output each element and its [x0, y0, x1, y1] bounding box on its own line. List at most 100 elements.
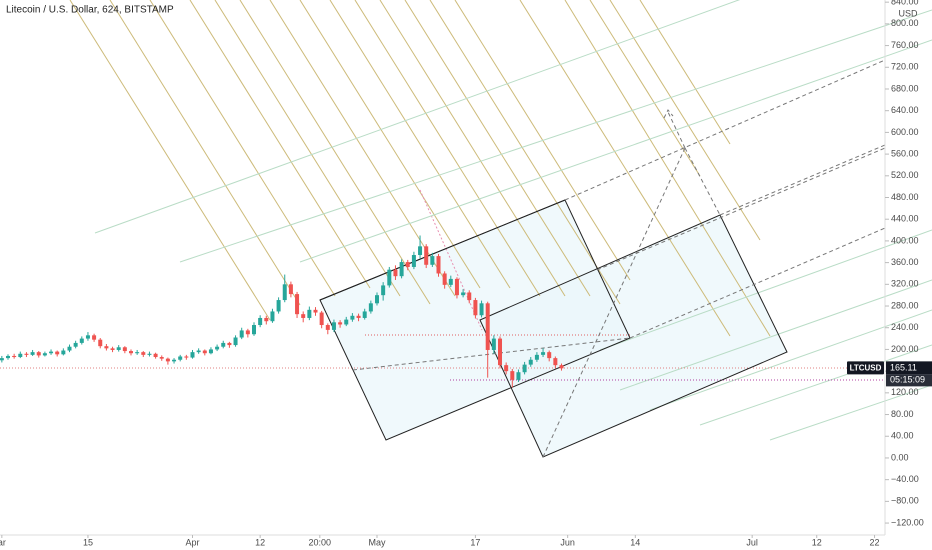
candle-body [104, 346, 109, 349]
candle-body [319, 312, 324, 326]
candle-body [344, 319, 349, 325]
y-tick-label: 560.00 [891, 148, 919, 158]
y-tick-label: 80.00 [891, 409, 914, 419]
candle-body [184, 356, 189, 358]
candle-body [172, 359, 177, 362]
candle-body [307, 309, 312, 318]
candle-body [208, 349, 213, 354]
y-tick-label: 480.00 [891, 192, 919, 202]
candle-body [350, 315, 355, 320]
candle-body [258, 317, 263, 326]
candle-body [473, 300, 478, 316]
x-tick-label: May [368, 537, 386, 547]
candle-body [42, 353, 47, 356]
candle-body [92, 335, 97, 340]
y-tick-label: 240.00 [891, 322, 919, 332]
candle-body [18, 353, 23, 358]
candle-body [85, 335, 90, 339]
chart-title: Litecoin / U.S. Dollar, 624, BITSTAMP [6, 5, 174, 16]
candle-body [559, 365, 564, 369]
x-tick-label: ar [0, 537, 6, 547]
box-fill [480, 215, 787, 457]
x-tick-label: 20:00 [309, 537, 332, 547]
candle-body [264, 317, 269, 322]
countdown-bg [886, 374, 932, 387]
y-tick-label: 200.00 [891, 344, 919, 354]
candle-body [190, 352, 195, 358]
y-tick-label: 360.00 [891, 257, 919, 267]
candle-body [67, 346, 72, 351]
candle-body [467, 292, 472, 301]
y-tick-label: 600.00 [891, 127, 919, 137]
x-tick-label: 15 [83, 537, 93, 547]
candle-body [178, 356, 183, 360]
y-tick-label: −120.00 [891, 517, 924, 527]
candle-body [381, 285, 386, 296]
drawings [0, 0, 932, 458]
price-tag: 165.11 [890, 363, 917, 373]
x-tick-label: 14 [630, 537, 640, 547]
y-tick-label: 440.00 [891, 214, 919, 224]
candle-body [424, 246, 429, 265]
candle-body [436, 256, 441, 274]
y-tick-label: 680.00 [891, 83, 919, 93]
candle-body [55, 351, 60, 355]
y-tick-label: 320.00 [891, 279, 919, 289]
candle-body [454, 278, 459, 296]
candle-body [251, 325, 256, 335]
candle-body [522, 364, 527, 373]
candle-body [30, 352, 35, 355]
candle-body [362, 311, 367, 318]
fib-lines [69, 0, 771, 337]
candle-body [485, 303, 490, 350]
candle-body [430, 256, 435, 265]
candle-body [135, 352, 140, 354]
candle-body [356, 315, 361, 318]
candle-body [338, 322, 343, 325]
x-tick-label: Jun [560, 537, 575, 547]
candle-body [393, 269, 398, 277]
y-tick-label: 400.00 [891, 235, 919, 245]
y-tick-label: 120.00 [891, 387, 919, 397]
candle-body [405, 262, 410, 267]
y-tick-label: 640.00 [891, 105, 919, 115]
y-tick-label: 760.00 [891, 40, 919, 50]
candle-body [239, 330, 244, 338]
y-tick-label: −80.00 [891, 496, 919, 506]
x-tick-label: 22 [870, 537, 880, 547]
candle-body [461, 292, 466, 296]
candle-body [547, 352, 552, 359]
countdown: 05:15:09 [890, 375, 925, 385]
candle-body [98, 339, 103, 347]
candle-body [122, 347, 127, 352]
candle-body [221, 342, 226, 347]
x-tick-label: 17 [470, 537, 480, 547]
candle-body [510, 371, 515, 380]
candle-body [331, 322, 336, 330]
candle-body [196, 350, 201, 353]
x-tick-label: Apr [185, 537, 199, 547]
candle-body [245, 330, 250, 335]
y-tick-label: −40.00 [891, 474, 919, 484]
y-tick-label: 520.00 [891, 170, 919, 180]
price-tag-bg [886, 361, 932, 375]
candle-body [516, 372, 521, 380]
candle-body [498, 338, 503, 366]
box-fill [320, 200, 630, 440]
candle-body [49, 351, 54, 354]
y-tick-label: 720.00 [891, 62, 919, 72]
candle-body [295, 294, 300, 315]
candle-body [79, 338, 84, 343]
candle-body [418, 246, 423, 256]
candle-body [442, 273, 447, 285]
candle-body [276, 300, 281, 312]
candle-body [141, 352, 146, 355]
candle-body [128, 351, 133, 354]
candle-body [288, 284, 293, 295]
candle-body [504, 365, 509, 372]
candle-body [375, 295, 380, 304]
candle-body [491, 338, 496, 350]
candle-body [73, 342, 78, 347]
candle-body [153, 353, 158, 358]
